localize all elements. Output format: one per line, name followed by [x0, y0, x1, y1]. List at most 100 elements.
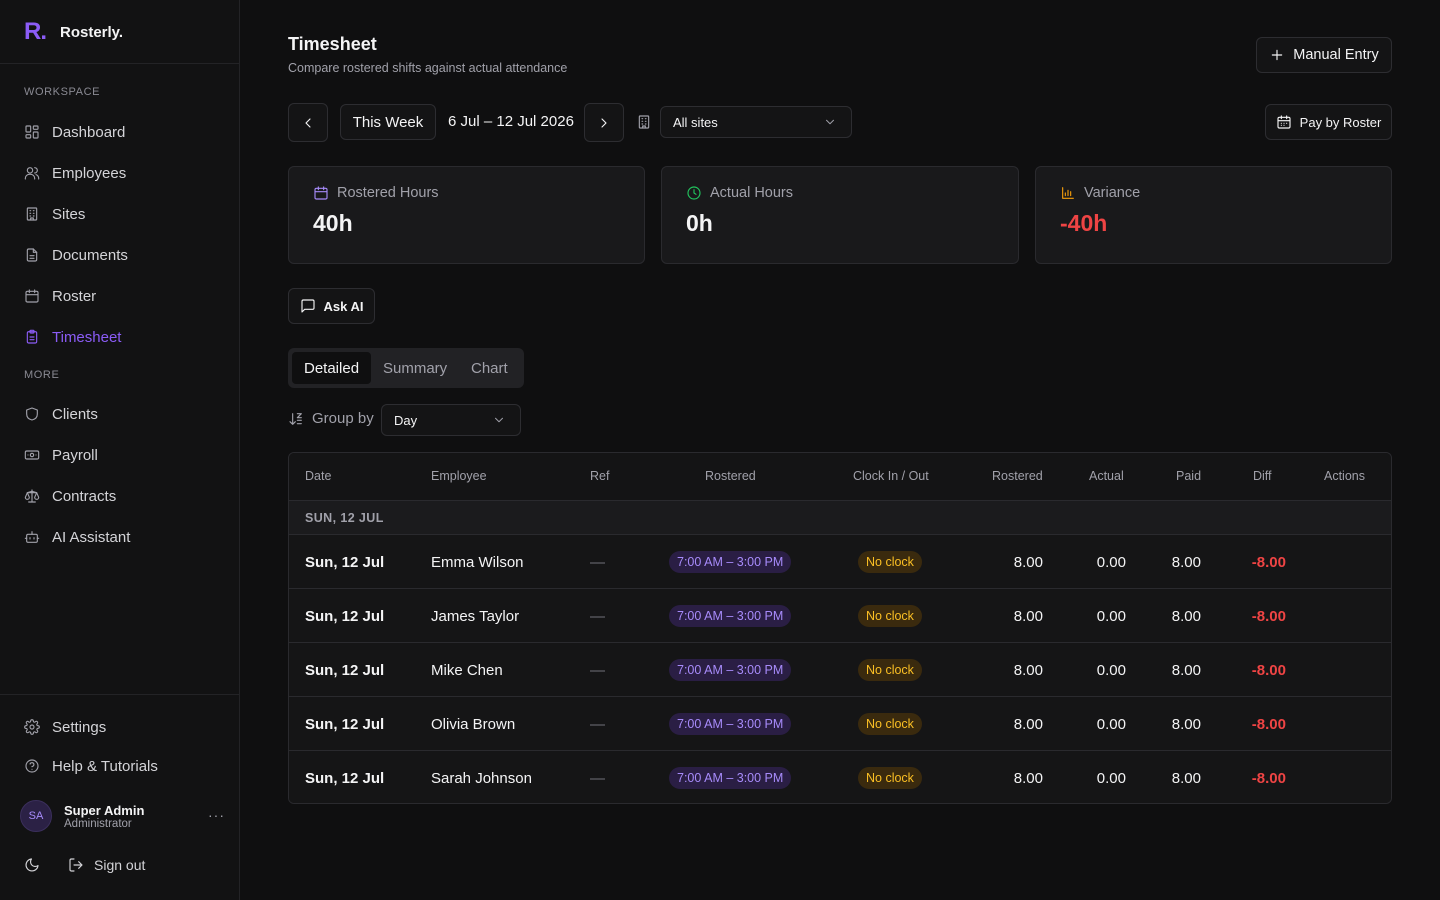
ask-ai-button[interactable]: Ask AI: [288, 288, 375, 324]
message-square-icon: [300, 299, 315, 313]
this-week-button[interactable]: This Week: [340, 104, 436, 140]
cell-actual-hours: 0.00: [1096, 770, 1126, 787]
pay-by-roster-button[interactable]: Pay by Roster: [1265, 104, 1392, 140]
sidebar-item-timesheet[interactable]: Timesheet: [24, 322, 224, 352]
bar-chart-icon: [1062, 187, 1074, 199]
cell-diff: -8.00: [1251, 608, 1286, 625]
chevron-right-icon: [601, 117, 607, 128]
clock-status-badge: No clock: [858, 659, 922, 681]
group-label: SUN, 12 JUL: [305, 511, 384, 525]
calendar-icon: [1277, 115, 1291, 129]
sites-select[interactable]: All sites: [660, 106, 852, 138]
stat-label: Actual Hours: [710, 185, 794, 201]
cell-ref: —: [590, 716, 605, 733]
cell-employee: Mike Chen: [431, 662, 503, 679]
cell-paid-hours: 8.00: [1171, 770, 1201, 787]
column-header-actual[interactable]: Actual: [1089, 469, 1124, 483]
sidebar: R. Rosterly. WORKSPACE Dashboard Employe…: [0, 0, 240, 900]
cell-diff: -8.00: [1251, 662, 1286, 679]
sidebar-item-label: Contracts: [52, 487, 117, 505]
sidebar-item-ai-assistant[interactable]: AI Assistant: [24, 522, 224, 552]
sign-out-label: Sign out: [94, 857, 146, 873]
shield-icon: [26, 407, 38, 421]
rostered-shift-badge: 7:00 AM – 3:00 PM: [669, 551, 792, 573]
table-row[interactable]: Sun, 12 Jul Sarah Johnson — 7:00 AM – 3:00 …: [289, 751, 1391, 803]
next-week-button[interactable]: [584, 103, 624, 142]
section-label-more: MORE: [24, 369, 60, 381]
more-icon[interactable]: ···: [208, 807, 225, 823]
sidebar-item-payroll[interactable]: Payroll: [24, 440, 224, 470]
group-row: SUN, 12 JUL: [289, 501, 1391, 535]
sidebar-item-settings[interactable]: Settings: [24, 712, 224, 742]
table-row[interactable]: Sun, 12 Jul Olivia Brown — 7:00 AM – 3:00 P…: [289, 697, 1391, 751]
stat-value: 40h: [313, 210, 353, 236]
plus-icon: [1272, 49, 1283, 61]
building-icon: [638, 115, 650, 129]
brand[interactable]: R. Rosterly.: [24, 20, 123, 44]
chevron-down-icon: [495, 417, 503, 423]
tab-chart[interactable]: Chart: [471, 359, 508, 377]
table-row[interactable]: Sun, 12 Jul Mike Chen — 7:00 AM – 3:00 PM No…: [289, 643, 1391, 697]
view-tabs: Detailed Summary Chart: [288, 348, 524, 388]
building-icon: [26, 207, 38, 221]
page-subtitle: Compare rostered shifts against actual a…: [288, 61, 568, 75]
manual-entry-button[interactable]: Manual Entry: [1256, 37, 1392, 73]
sidebar-divider: [0, 694, 239, 695]
sign-out-button[interactable]: Sign out: [68, 857, 145, 873]
group-by-select[interactable]: Day: [381, 404, 521, 436]
tab-summary[interactable]: Summary: [383, 359, 448, 377]
sidebar-item-help[interactable]: Help & Tutorials: [24, 751, 224, 781]
cell-date: Sun, 12 Jul: [305, 554, 385, 571]
prev-week-button[interactable]: [288, 103, 328, 142]
chevron-left-icon: [305, 117, 311, 128]
stat-card-actual: Actual Hours 0h: [661, 166, 1019, 264]
brand-name: Rosterly.: [60, 23, 124, 41]
sidebar-item-contracts[interactable]: Contracts: [24, 481, 224, 511]
cell-rostered-hours: 8.00: [1013, 554, 1043, 571]
gear-icon: [24, 719, 40, 735]
column-header-employee[interactable]: Employee: [431, 469, 487, 483]
log-out-icon: [69, 858, 83, 872]
dashboard-icon: [25, 125, 39, 139]
banknote-icon: [24, 450, 40, 460]
column-header-rostered-hours[interactable]: Rostered: [992, 469, 1043, 483]
column-header-ref[interactable]: Ref: [590, 469, 610, 483]
sidebar-item-employees[interactable]: Employees: [24, 158, 224, 188]
table-row[interactable]: Sun, 12 Jul Emma Wilson — 7:00 AM – 3:00 PM…: [289, 535, 1391, 589]
sidebar-item-label: Help & Tutorials: [52, 757, 158, 775]
sidebar-item-roster[interactable]: Roster: [24, 281, 224, 311]
column-header-date[interactable]: Date: [305, 469, 332, 483]
column-header-actions: Actions: [1324, 469, 1365, 483]
cell-ref: —: [590, 608, 605, 625]
moon-icon[interactable]: [24, 857, 40, 873]
column-header-rostered-shift[interactable]: Rostered: [705, 469, 756, 483]
user-name: Super Admin: [64, 802, 145, 818]
sidebar-item-clients[interactable]: Clients: [24, 399, 224, 429]
cell-actual-hours: 0.00: [1096, 662, 1126, 679]
tab-detailed[interactable]: Detailed: [292, 352, 372, 384]
column-header-paid[interactable]: Paid: [1176, 469, 1202, 483]
sidebar-item-documents[interactable]: Documents: [24, 240, 224, 270]
pay-by-roster-label: Pay by Roster: [1299, 114, 1382, 130]
cell-diff: -8.00: [1251, 716, 1286, 733]
cell-employee: Emma Wilson: [431, 554, 524, 571]
sidebar-item-dashboard[interactable]: Dashboard: [24, 117, 224, 147]
clipboard-icon: [26, 329, 38, 344]
user-profile[interactable]: SA Super Admin Administrator ···: [20, 799, 225, 833]
bot-icon: [24, 531, 40, 543]
column-header-diff[interactable]: Diff: [1253, 469, 1272, 483]
table-row[interactable]: Sun, 12 Jul James Taylor — 7:00 AM – 3:00 P…: [289, 589, 1391, 643]
section-label-workspace: WORKSPACE: [24, 86, 101, 98]
cell-paid-hours: 8.00: [1171, 662, 1201, 679]
cell-diff: -8.00: [1251, 554, 1286, 571]
cell-employee: Sarah Johnson: [431, 770, 532, 787]
rostered-shift-badge: 7:00 AM – 3:00 PM: [669, 713, 792, 735]
sidebar-item-sites[interactable]: Sites: [24, 199, 224, 229]
column-header-clock[interactable]: Clock In / Out: [853, 469, 929, 483]
cell-paid-hours: 8.00: [1171, 608, 1201, 625]
sidebar-divider: [0, 63, 239, 64]
clock-status-badge: No clock: [858, 713, 922, 735]
cell-ref: —: [590, 662, 605, 679]
clock-status-badge: No clock: [858, 551, 922, 573]
cell-date: Sun, 12 Jul: [305, 716, 385, 733]
